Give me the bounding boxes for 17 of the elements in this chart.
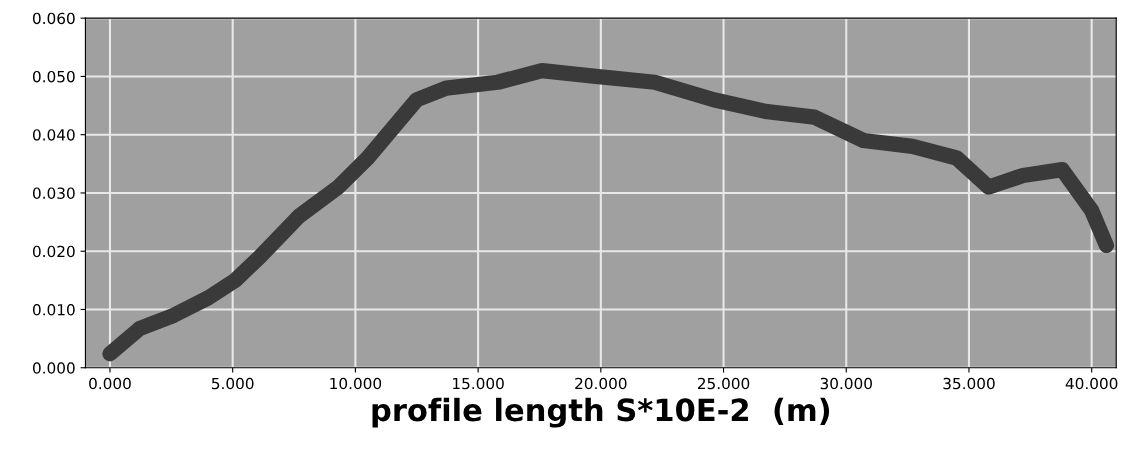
x-tick-label: 10.000 — [330, 377, 382, 390]
x-axis-title: profile length S*10E-2 (m) — [372, 397, 830, 428]
y-tick-label: 0.020 — [32, 245, 75, 258]
y-tick-label: 0.060 — [32, 12, 75, 25]
x-tick-label: 15.000 — [453, 377, 504, 390]
x-tick-label: 0.000 — [89, 377, 131, 390]
x-tick-label: 5.000 — [211, 377, 254, 390]
x-tick-label: 30.000 — [820, 377, 872, 390]
y-tick-label: 0.010 — [32, 303, 75, 316]
y-tick-label: 0.040 — [32, 129, 75, 141]
y-tick-label: 0.050 — [32, 70, 75, 83]
y-tick-label: 0.000 — [32, 362, 75, 374]
x-tick-label: 25.000 — [697, 377, 750, 390]
x-tick-label: 35.000 — [943, 377, 995, 390]
y-tick-label: 0.030 — [32, 187, 75, 199]
x-tick-label: 40.000 — [1065, 377, 1118, 390]
x-tick-label: 20.000 — [575, 377, 627, 390]
